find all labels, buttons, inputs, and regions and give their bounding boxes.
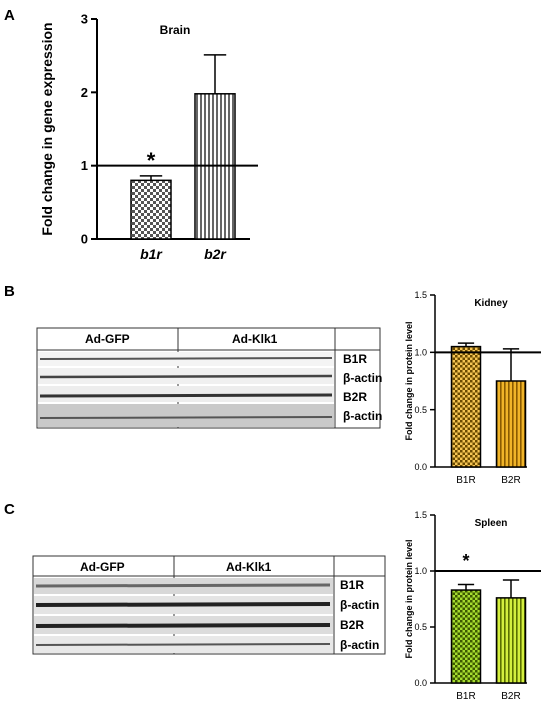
y-tick-label: 1.5 <box>414 510 427 520</box>
y-tick-label: 3 <box>81 12 88 27</box>
chart-title: Brain <box>160 23 191 37</box>
x-tick-label: B1R <box>456 691 475 702</box>
bar-b1r <box>450 589 482 684</box>
blot-b-group-ad-klk1: Ad-Klk1 <box>232 332 278 346</box>
x-tick-label: B2R <box>501 691 520 702</box>
blot-c-band-actin-1: β-actin <box>340 598 379 612</box>
y-axis-label: Fold change in protein level <box>404 321 414 440</box>
y-tick-label: 0.0 <box>414 678 427 688</box>
y-axis-label: Fold change in protein level <box>404 539 414 658</box>
chart-title: Kidney <box>474 298 508 309</box>
kidney-chart: 0.0 0.5 1.0 1.5 Kidney Fold change in protein… <box>404 290 541 486</box>
blot-c-band-b1r: B1R <box>340 578 364 592</box>
y-tick-label: 1 <box>81 158 88 173</box>
significance-marker: * <box>147 148 156 173</box>
brain-chart: 0 1 2 3 Brain Fold change in gene expression b… <box>39 12 258 262</box>
bar-b2r <box>495 597 527 684</box>
blot-c-group-ad-gfp: Ad-GFP <box>80 560 125 574</box>
blot-b-group-ad-gfp: Ad-GFP <box>85 332 130 346</box>
y-tick-label: 0.0 <box>414 462 427 472</box>
y-tick-label: 1.0 <box>414 347 427 357</box>
y-tick-label: 0 <box>81 232 88 247</box>
blot-b-band-b1r: B1R <box>343 352 367 366</box>
panel-letter-a: A <box>4 7 15 24</box>
y-tick-label: 0.5 <box>414 622 427 632</box>
x-tick-label: B1R <box>456 475 475 486</box>
bar-b1r <box>450 345 482 468</box>
western-blot-spleen: Ad-GFP Ad-Klk1 B1R β-actin B2R β-actin <box>32 555 386 655</box>
blot-b-band-b2r: B2R <box>343 390 367 404</box>
x-tick-label: b1r <box>140 246 163 262</box>
y-axis-label: Fold change in gene expression <box>39 22 55 235</box>
blot-c-group-ad-klk1: Ad-Klk1 <box>226 560 272 574</box>
y-tick-label: 0.5 <box>414 405 427 415</box>
x-tick-label: b2r <box>204 246 227 262</box>
blot-b-band-actin-1: β-actin <box>343 371 382 385</box>
panel-letter-c: C <box>4 501 15 518</box>
chart-title: Spleen <box>475 518 508 529</box>
western-blot-kidney: Ad-GFP Ad-Klk1 B1R β-actin B2R β-actin <box>36 327 382 429</box>
bar-b1r <box>130 179 172 240</box>
significance-marker: * <box>462 551 469 571</box>
blot-b-band-actin-2: β-actin <box>343 409 382 423</box>
panel-letter-b: B <box>4 283 15 300</box>
y-tick-label: 1.5 <box>414 290 427 300</box>
x-tick-label: B2R <box>501 475 520 486</box>
blot-c-band-actin-2: β-actin <box>340 638 379 652</box>
blot-c-band-b2r: B2R <box>340 618 364 632</box>
bar-b2r <box>495 380 527 468</box>
spleen-chart: 0.0 0.5 1.0 1.5 Spleen Fold change in protein… <box>404 510 541 702</box>
y-tick-label: 1.0 <box>414 566 427 576</box>
y-tick-label: 2 <box>81 85 88 100</box>
